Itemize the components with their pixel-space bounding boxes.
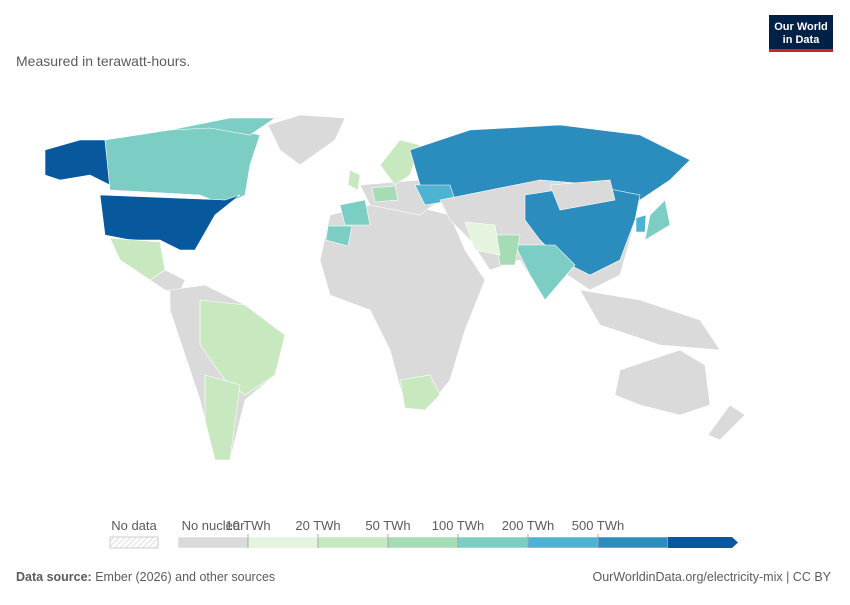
legend-swatch[interactable] bbox=[177, 536, 249, 549]
source-text: Ember (2026) and other sources bbox=[95, 570, 275, 584]
logo-box bbox=[769, 15, 833, 49]
legend-label: 100 TWh bbox=[432, 518, 485, 533]
legend-label: No data bbox=[111, 518, 157, 533]
country[interactable] bbox=[347, 169, 361, 191]
subtitle: Measured in terawatt-hours. bbox=[16, 53, 190, 69]
country[interactable] bbox=[707, 404, 746, 441]
legend-swatch[interactable] bbox=[109, 536, 159, 549]
country[interactable] bbox=[339, 199, 371, 226]
country[interactable] bbox=[549, 179, 616, 211]
country[interactable] bbox=[149, 269, 186, 293]
legend-swatch[interactable] bbox=[527, 536, 599, 549]
legend-label: 200 TWh bbox=[502, 518, 555, 533]
logo-text: in Data bbox=[783, 34, 821, 46]
logo-text: Our World bbox=[774, 21, 828, 33]
country[interactable] bbox=[267, 114, 346, 166]
country[interactable] bbox=[514, 244, 576, 301]
country[interactable] bbox=[464, 221, 501, 256]
source-label: Data source: bbox=[16, 570, 92, 584]
country[interactable] bbox=[371, 185, 399, 203]
country[interactable] bbox=[169, 117, 276, 136]
country[interactable] bbox=[204, 374, 241, 461]
legend-label: 20 TWh bbox=[295, 518, 340, 533]
legend-swatch[interactable] bbox=[247, 536, 319, 549]
legend-label: 10 TWh bbox=[225, 518, 270, 533]
url[interactable]: OurWorldinData.org/electricity-mix | CC … bbox=[593, 570, 832, 584]
legend-swatch[interactable] bbox=[457, 536, 529, 549]
country[interactable] bbox=[325, 225, 353, 247]
legend: No data No nuclear 10 TWh 20 TWh 50 TWh 100… bbox=[109, 518, 738, 549]
country[interactable] bbox=[104, 124, 261, 206]
source: Data source: Ember (2026) and other sour… bbox=[16, 570, 275, 584]
country[interactable] bbox=[614, 349, 711, 416]
legend-label: No nuclear bbox=[182, 518, 246, 533]
country[interactable] bbox=[99, 194, 241, 251]
legend-swatch[interactable] bbox=[317, 536, 389, 549]
country[interactable] bbox=[199, 299, 286, 396]
legend-swatch[interactable] bbox=[387, 536, 459, 549]
country[interactable] bbox=[644, 199, 671, 241]
world-map bbox=[44, 114, 746, 461]
country[interactable] bbox=[399, 374, 441, 411]
legend-label: 500 TWh bbox=[572, 518, 625, 533]
legend-swatch[interactable] bbox=[597, 536, 669, 549]
country[interactable] bbox=[494, 234, 521, 266]
logo-bar bbox=[769, 49, 833, 52]
country[interactable] bbox=[635, 214, 647, 233]
legend-label: 50 TWh bbox=[365, 518, 410, 533]
country[interactable] bbox=[109, 237, 166, 281]
country[interactable] bbox=[579, 289, 721, 351]
legend-swatch[interactable] bbox=[668, 537, 738, 548]
logo[interactable]: Our World in Data bbox=[769, 15, 833, 52]
country[interactable] bbox=[44, 139, 111, 186]
